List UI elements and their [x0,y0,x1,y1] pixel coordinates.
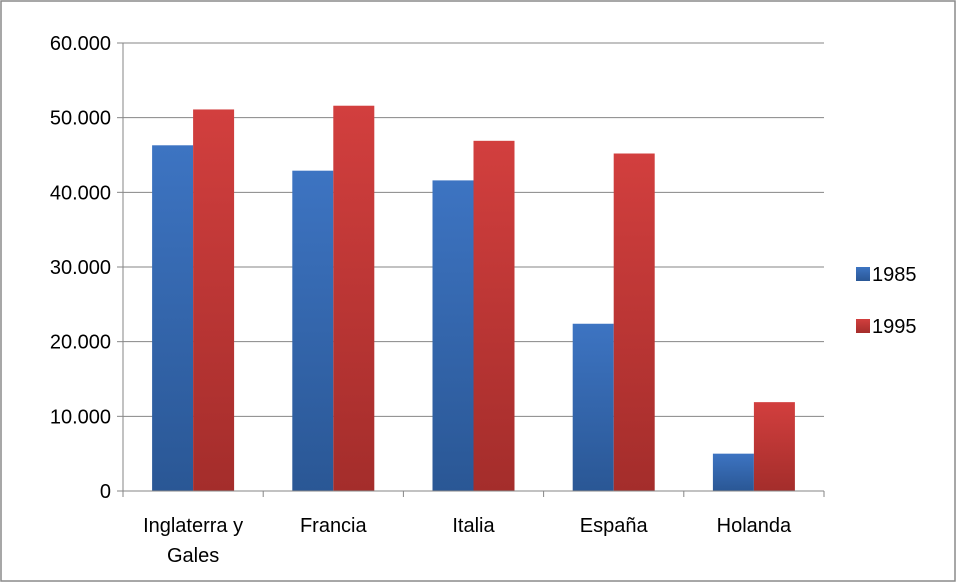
bar-1995-inglaterra-y-gales [193,109,235,491]
x-tick-labels: Inglaterra y Gales Francia Italia España Hola… [143,515,792,567]
bar-1985-francia [292,170,334,491]
legend-swatch-1995 [856,319,870,333]
legend-swatch-1985 [856,267,870,281]
bar-1995-italia [473,140,515,491]
y-tick-label: 40.000 [50,182,111,204]
x-tick-label: Francia [300,515,368,537]
bar-1985-holanda [712,453,754,491]
bar-1995-holanda [753,402,795,491]
legend-label-1995: 1995 [872,316,917,338]
bars [152,105,795,492]
y-tick-labels: 0 10.000 20.000 30.000 40.000 50.000 60.000 [50,33,111,503]
axes [117,42,825,497]
legend-label-1985: 1985 [872,264,917,286]
y-tick-label: 0 [100,481,111,503]
bar-1995-españa [613,153,655,492]
y-tick-label: 10.000 [50,406,111,428]
x-tick-label: España [580,515,649,537]
bar-1985-italia [432,180,474,492]
gridlines [123,42,824,417]
bar-1985-españa [572,323,614,491]
bar-1985-inglaterra-y-gales [152,145,194,491]
bar-1995-francia [333,105,375,491]
y-tick-label: 30.000 [50,257,111,279]
legend: 1985 1995 [856,264,917,338]
y-tick-label: 60.000 [50,33,111,55]
x-tick-label: Inglaterra y Gales [143,515,243,567]
y-tick-label: 50.000 [50,108,111,130]
x-tick-label: Holanda [717,515,792,537]
x-tick-label: Italia [452,515,495,537]
y-tick-label: 20.000 [50,332,111,354]
